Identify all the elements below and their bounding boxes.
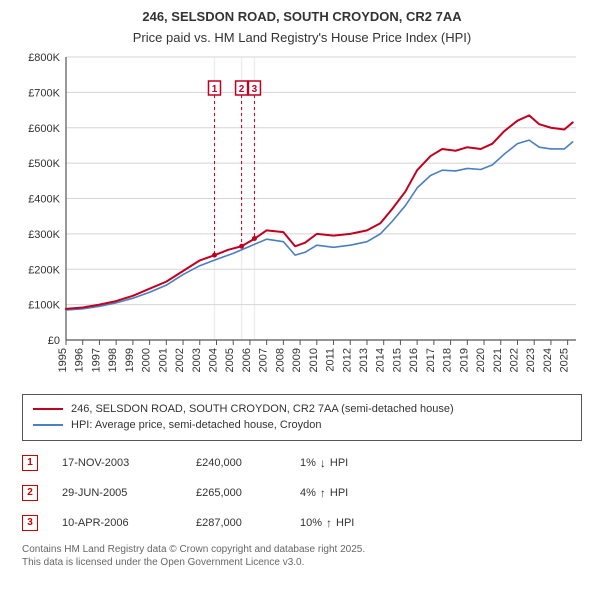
svg-text:2002: 2002 [174, 348, 186, 372]
page-subtitle: Price paid vs. HM Land Registry's House … [22, 30, 582, 45]
svg-text:2023: 2023 [525, 348, 537, 372]
svg-text:£300K: £300K [28, 228, 60, 240]
legend-swatch [33, 424, 63, 426]
svg-text:2011: 2011 [325, 348, 337, 372]
transaction-delta: 1%↓HPI [300, 456, 410, 470]
svg-text:2001: 2001 [157, 348, 169, 372]
marker-box: 2 [22, 485, 38, 501]
svg-text:2019: 2019 [458, 348, 470, 372]
arrow-up-icon: ↑ [320, 486, 326, 500]
marker-box: 3 [22, 515, 38, 531]
svg-text:2024: 2024 [542, 348, 554, 372]
transaction-delta: 4%↑HPI [300, 486, 410, 500]
transaction-row: 2 29-JUN-2005 £265,000 4%↑HPI [22, 481, 582, 511]
svg-text:2013: 2013 [358, 348, 370, 372]
svg-text:£600K: £600K [28, 122, 60, 134]
svg-text:2008: 2008 [274, 348, 286, 372]
svg-text:1996: 1996 [74, 348, 86, 372]
svg-text:1: 1 [212, 84, 218, 95]
legend-label: 246, SELSDON ROAD, SOUTH CROYDON, CR2 7A… [71, 401, 454, 418]
svg-text:£700K: £700K [28, 87, 60, 99]
transaction-row: 1 17-NOV-2003 £240,000 1%↓HPI [22, 451, 582, 481]
svg-text:2004: 2004 [207, 348, 219, 372]
footnote-line: This data is licensed under the Open Gov… [22, 556, 582, 569]
svg-text:2: 2 [239, 84, 245, 95]
svg-text:2005: 2005 [224, 348, 236, 372]
svg-text:2012: 2012 [341, 348, 353, 372]
svg-text:2009: 2009 [291, 348, 303, 372]
svg-text:2018: 2018 [442, 348, 454, 372]
transaction-date: 10-APR-2006 [62, 517, 172, 529]
transaction-delta: 10%↑HPI [300, 516, 410, 530]
svg-text:2000: 2000 [141, 348, 153, 372]
legend-row: HPI: Average price, semi-detached house,… [33, 417, 571, 434]
svg-text:2025: 2025 [559, 348, 571, 372]
svg-text:2022: 2022 [508, 348, 520, 372]
svg-text:2021: 2021 [492, 348, 504, 372]
svg-text:2015: 2015 [391, 348, 403, 372]
svg-text:2006: 2006 [241, 348, 253, 372]
marker-box: 1 [22, 455, 38, 471]
svg-text:£800K: £800K [28, 53, 60, 64]
arrow-down-icon: ↓ [320, 456, 326, 470]
svg-text:2007: 2007 [258, 348, 270, 372]
svg-text:1995: 1995 [57, 348, 69, 372]
page-title: 246, SELSDON ROAD, SOUTH CROYDON, CR2 7A… [22, 8, 582, 26]
transactions-table: 1 17-NOV-2003 £240,000 1%↓HPI 2 29-JUN-2005 £2… [22, 451, 582, 541]
transaction-row: 3 10-APR-2006 £287,000 10%↑HPI [22, 511, 582, 541]
legend-label: HPI: Average price, semi-detached house,… [71, 417, 322, 434]
footnote-line: Contains HM Land Registry data © Crown c… [22, 543, 582, 556]
svg-text:2017: 2017 [425, 348, 437, 372]
transaction-price: £240,000 [196, 457, 276, 469]
footnote: Contains HM Land Registry data © Crown c… [22, 543, 582, 569]
transaction-price: £287,000 [196, 517, 276, 529]
svg-text:2016: 2016 [408, 348, 420, 372]
legend-row: 246, SELSDON ROAD, SOUTH CROYDON, CR2 7A… [33, 401, 571, 418]
svg-text:1997: 1997 [90, 348, 102, 372]
svg-text:£0: £0 [48, 335, 60, 347]
svg-text:2014: 2014 [375, 348, 387, 372]
svg-text:£500K: £500K [28, 158, 60, 170]
legend-swatch [33, 408, 63, 410]
transaction-date: 17-NOV-2003 [62, 457, 172, 469]
svg-text:2010: 2010 [308, 348, 320, 372]
svg-text:2003: 2003 [191, 348, 203, 372]
legend: 246, SELSDON ROAD, SOUTH CROYDON, CR2 7A… [22, 394, 582, 441]
transaction-price: £265,000 [196, 487, 276, 499]
svg-text:£200K: £200K [28, 264, 60, 276]
svg-text:2020: 2020 [475, 348, 487, 372]
arrow-up-icon: ↑ [326, 516, 332, 530]
svg-text:1998: 1998 [107, 348, 119, 372]
svg-text:1999: 1999 [124, 348, 136, 372]
transaction-date: 29-JUN-2005 [62, 487, 172, 499]
price-chart: £0 £100K £200K £300K £400K £500K £600K £700K £80… [22, 53, 582, 388]
svg-text:3: 3 [252, 84, 258, 95]
svg-text:£400K: £400K [28, 193, 60, 205]
svg-text:£100K: £100K [28, 299, 60, 311]
